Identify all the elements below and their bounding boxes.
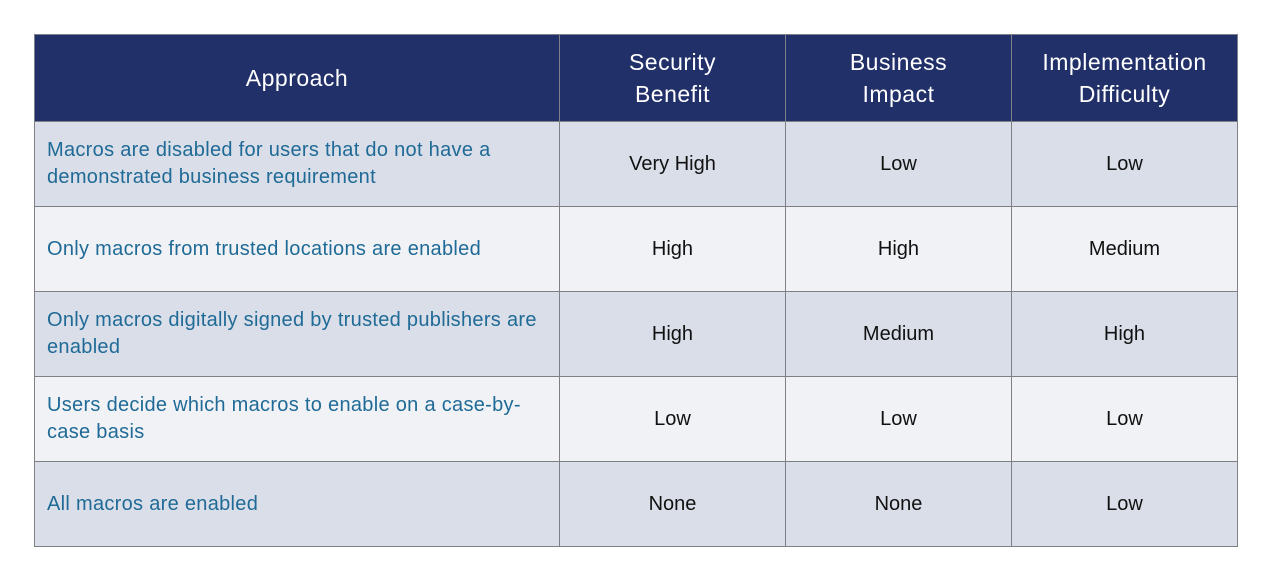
rating-cell: Low [1011, 461, 1238, 547]
rating-cell: Very High [559, 121, 786, 207]
approach-cell: Only macros digitally signed by trusted … [34, 291, 560, 377]
table-row: Only macros from trusted locations are e… [34, 206, 1238, 292]
approach-cell: Macros are disabled for users that do no… [34, 121, 560, 207]
rating-cell: None [785, 461, 1012, 547]
rating-cell: Low [559, 376, 786, 462]
rating-cell: High [559, 291, 786, 377]
header-text: Security Benefit [628, 49, 717, 107]
header-text: Business Impact [849, 49, 948, 107]
rating-cell: Low [785, 121, 1012, 207]
table-row: Macros are disabled for users that do no… [34, 121, 1238, 207]
approach-cell: Users decide which macros to enable on a… [34, 376, 560, 462]
approach-cell: All macros are enabled [34, 461, 560, 547]
header-text: Approach [245, 65, 349, 91]
comparison-table: Approach Security Benefit Business Impact I… [34, 34, 1238, 547]
table-row: All macros are enabled None None Low [34, 461, 1238, 547]
table-header: Approach Security Benefit Business Impact I… [34, 34, 1238, 122]
rating-cell: High [785, 206, 1012, 292]
rating-cell: Medium [1011, 206, 1238, 292]
approach-cell: Only macros from trusted locations are e… [34, 206, 560, 292]
header-cell: Approach [34, 34, 560, 122]
rating-cell: High [559, 206, 786, 292]
rating-cell: Medium [785, 291, 1012, 377]
rating-cell: High [1011, 291, 1238, 377]
header-text: Implementation Difficulty [1042, 49, 1207, 107]
rating-cell: None [559, 461, 786, 547]
table-row: Only macros digitally signed by trusted … [34, 291, 1238, 377]
header-row: Approach Security Benefit Business Impact I… [34, 34, 1238, 122]
header-cell: Security Benefit [559, 34, 786, 122]
rating-cell: Low [1011, 121, 1238, 207]
table-body: Macros are disabled for users that do no… [34, 121, 1238, 547]
table-row: Users decide which macros to enable on a… [34, 376, 1238, 462]
rating-cell: Low [1011, 376, 1238, 462]
header-cell: Business Impact [785, 34, 1012, 122]
header-cell: Implementation Difficulty [1011, 34, 1238, 122]
rating-cell: Low [785, 376, 1012, 462]
